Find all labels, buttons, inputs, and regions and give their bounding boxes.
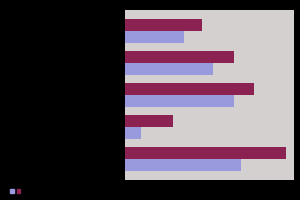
Bar (124, 127, 141, 139)
Bar (124, 51, 234, 63)
Bar (124, 147, 286, 159)
Bar (124, 83, 254, 95)
Bar (124, 159, 241, 171)
Bar (124, 19, 202, 31)
Bar (124, 115, 173, 127)
Legend: , : , (8, 187, 23, 196)
Bar (124, 31, 184, 43)
Bar (124, 95, 234, 107)
Bar (124, 63, 213, 75)
